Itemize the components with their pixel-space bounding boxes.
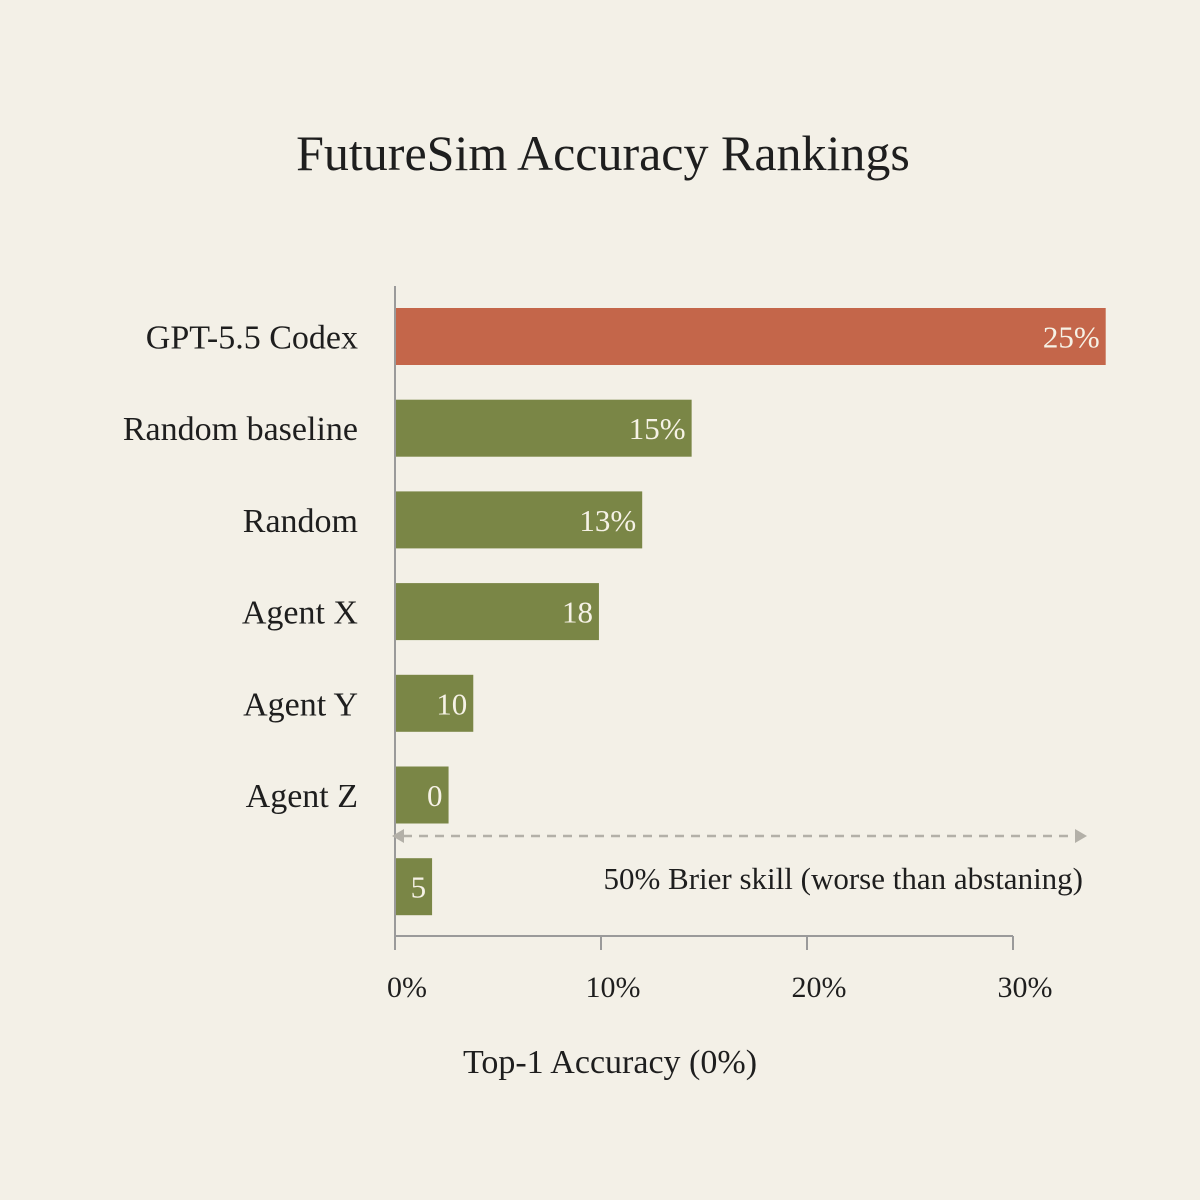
- category-label: GPT-5.5 Codex: [146, 320, 358, 357]
- category-label: Agent Z: [246, 778, 358, 815]
- x-tick-label: 30%: [998, 971, 1053, 1004]
- annotation-text: 50% Brier skill (worse than abstaning): [603, 861, 1083, 896]
- x-tick-label: 20%: [792, 971, 847, 1004]
- x-tick-label: 10%: [586, 971, 641, 1004]
- x-axis: 0% 10% 20% 30%: [387, 286, 1053, 1004]
- bar: [395, 766, 449, 824]
- x-axis-title: Top-1 Accuracy (0%): [463, 1044, 757, 1081]
- data-label: 18: [562, 595, 593, 630]
- data-label: 13%: [579, 503, 636, 538]
- category-label: Agent X: [242, 595, 358, 632]
- bar: [395, 399, 692, 457]
- annotation-arrowhead-left: [392, 829, 404, 843]
- bar: [395, 674, 474, 732]
- annotation-arrowhead-right: [1075, 829, 1087, 843]
- data-label: 25%: [1043, 320, 1100, 355]
- x-tick-label: 0%: [387, 971, 427, 1004]
- bars-layer: GPT-5.5 Codex 25% Random baseline 15% Random…: [123, 308, 1106, 916]
- data-label: 0: [427, 778, 443, 813]
- category-label: Random baseline: [123, 411, 358, 448]
- bar: [395, 491, 643, 549]
- data-label: 15%: [629, 411, 686, 446]
- category-label: Random: [243, 503, 358, 540]
- bar: [395, 308, 1106, 365]
- category-label: Agent Y: [243, 686, 358, 723]
- annotation: 50% Brier skill (worse than abstaning): [392, 829, 1087, 896]
- chart-title: FutureSim Accuracy Rankings: [296, 125, 910, 181]
- bar: [395, 583, 599, 641]
- bar: [395, 858, 433, 916]
- data-label: 10: [436, 686, 467, 721]
- data-label: 5: [411, 870, 427, 905]
